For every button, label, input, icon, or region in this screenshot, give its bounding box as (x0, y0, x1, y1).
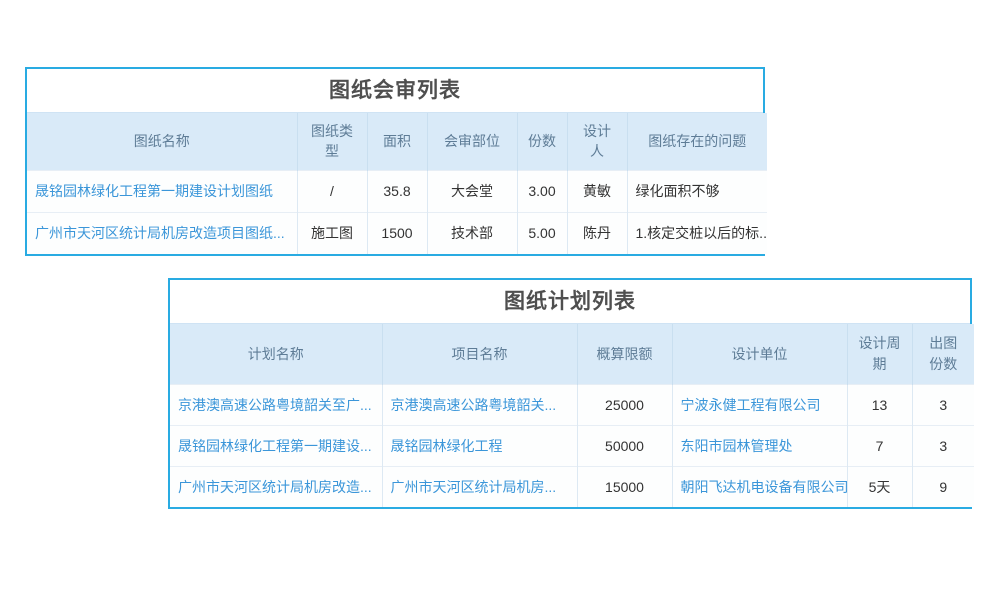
column-header: 概算限额 (577, 324, 673, 384)
column-header: 设计单位 (672, 324, 848, 384)
cell: 3 (912, 383, 974, 425)
table-row: 广州市天河区统计局机房改造... 广州市天河区统计局机房... 15000 朝阳飞达机… (170, 465, 974, 507)
table-row: 晟铭园林绿化工程第一期建设... 晟铭园林绿化工程 50000 东阳市园林管理处 7 3 (170, 424, 974, 466)
table-row: 晟铭园林绿化工程第一期建设计划图纸 /35.8 大会堂 3.00 黄敏 绿化面积不够 (27, 169, 767, 212)
table-row: 京港澳高速公路粤境韶关至广... 京港澳高速公路粤境韶关... 25000 宁波永健工… (170, 383, 974, 425)
column-header: 设计人 (567, 113, 628, 170)
column-header: 计划名称 (170, 324, 383, 384)
cell: 7 (847, 424, 913, 466)
cell: 晟铭园林绿化工程 (382, 424, 578, 466)
record-link[interactable]: 晟铭园林绿化工程第一期建设计划图纸 (35, 183, 273, 199)
drawing-review-title: 图纸会审列表 (27, 69, 763, 113)
cell: 大会堂 (427, 169, 518, 212)
column-header: 出图份数 (912, 324, 974, 384)
record-link[interactable]: 宁波永健工程有限公司 (680, 396, 821, 413)
record-link[interactable]: 广州市天河区统计局机房改造项目图纸... (35, 225, 285, 242)
column-header: 图纸类型 (297, 113, 368, 170)
drawing-review-table: 图纸名称 图纸类型 面积 会审部位 份数 设计人 图纸存在的问题 晟铭园林绿化工程第一期建设… (27, 113, 767, 254)
cell: 京港澳高速公路粤境韶关至广... (170, 383, 383, 425)
cell: 35.8 (367, 169, 428, 212)
cell: 陈丹 (567, 211, 628, 254)
drawing-plan-table: 计划名称 项目名称 概算限额 设计单位 设计周期 出图份数 京港澳高速公路粤境韶关至广..… (170, 324, 974, 507)
cell: 广州市天河区统计局机房... (382, 465, 578, 507)
table-row: 广州市天河区统计局机房改造项目图纸... 施工图 1500 技术部 5.00 陈丹 1.核定… (27, 211, 767, 254)
column-header: 份数 (517, 113, 568, 170)
column-header: 项目名称 (382, 324, 578, 384)
cell: 东阳市园林管理处 (672, 424, 848, 466)
record-link[interactable]: 晟铭园林绿化工程第一期建设... (178, 437, 372, 454)
drawing-review-header-row: 图纸名称 图纸类型 面积 会审部位 份数 设计人 图纸存在的问题 (27, 113, 767, 170)
drawing-plan-title: 图纸计划列表 (170, 280, 970, 324)
cell: 3.00 (517, 169, 568, 212)
record-link[interactable]: 朝阳飞达机电设备有限公司 (680, 478, 847, 495)
cell: 25000 (577, 383, 673, 425)
cell: 宁波永健工程有限公司 (672, 383, 848, 425)
cell: 朝阳飞达机电设备有限公司 (672, 465, 848, 507)
record-link[interactable]: 京港澳高速公路粤境韶关至广... (178, 396, 372, 413)
record-link[interactable]: 广州市天河区统计局机房改造... (178, 478, 372, 495)
cell: 晟铭园林绿化工程第一期建设... (170, 424, 383, 466)
cell: 13 (847, 383, 913, 425)
column-header: 设计周期 (847, 324, 913, 384)
cell: 1500 (367, 211, 428, 254)
record-link[interactable]: 晟铭园林绿化工程 (390, 437, 503, 454)
cell: 1.核定交桩以后的标... (627, 211, 767, 254)
drawing-plan-header-row: 计划名称 项目名称 概算限额 设计单位 设计周期 出图份数 (170, 324, 974, 384)
record-link[interactable]: 京港澳高速公路粤境韶关... (390, 396, 557, 413)
drawing-plan-panel: 图纸计划列表 计划名称 项目名称 概算限额 设计单位 设计周期 出图份数 京港澳高速公路粤… (168, 278, 974, 509)
column-header: 面积 (367, 113, 428, 170)
cell: 技术部 (427, 211, 518, 254)
column-header: 会审部位 (427, 113, 518, 170)
cell: 黄敏 (567, 169, 628, 212)
cell: 9 (912, 465, 974, 507)
cell: 50000 (577, 424, 673, 466)
column-header: 图纸存在的问题 (627, 113, 767, 170)
cell: 广州市天河区统计局机房改造... (170, 465, 383, 507)
cell: 5.00 (517, 211, 568, 254)
cell: 晟铭园林绿化工程第一期建设计划图纸 (27, 169, 298, 212)
drawing-review-panel: 图纸会审列表 图纸名称 图纸类型 面积 会审部位 份数 设计人 图纸存在的问题 晟铭园林绿化… (25, 67, 767, 256)
cell: 施工图 (297, 211, 368, 254)
cell: / (297, 169, 368, 212)
cell: 京港澳高速公路粤境韶关... (382, 383, 578, 425)
cell: 15000 (577, 465, 673, 507)
cell: 5天 (847, 465, 913, 507)
record-link[interactable]: 东阳市园林管理处 (680, 437, 793, 454)
cell: 绿化面积不够 (627, 169, 767, 212)
cell: 广州市天河区统计局机房改造项目图纸... (27, 211, 298, 254)
cell: 3 (912, 424, 974, 466)
column-header: 图纸名称 (27, 113, 298, 170)
record-link[interactable]: 广州市天河区统计局机房... (390, 478, 557, 495)
